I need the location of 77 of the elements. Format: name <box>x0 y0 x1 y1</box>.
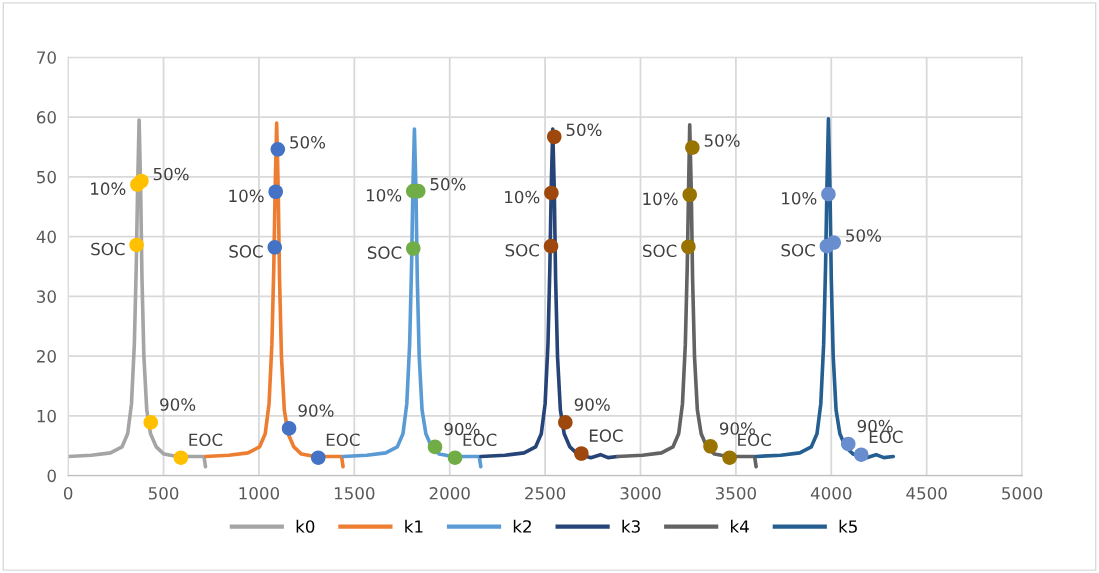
annotation: SOC <box>781 243 815 257</box>
point <box>558 415 573 430</box>
legend-label: k1 <box>405 519 423 533</box>
legend-label: k0 <box>296 519 315 533</box>
annotation: 10% <box>229 189 264 203</box>
point <box>574 446 589 461</box>
y-tick-label: 30 <box>37 290 56 303</box>
annotation: 10% <box>782 191 817 205</box>
annotation: 50% <box>846 229 881 242</box>
annotation: EOC <box>589 429 623 442</box>
y-tick-label: 0 <box>47 469 56 483</box>
point <box>134 173 149 189</box>
legend-label: k4 <box>731 519 749 533</box>
x-tick-label: 2500 <box>525 487 566 500</box>
y-tick-label: 40 <box>36 230 56 244</box>
x-tick-label: 1500 <box>334 487 375 500</box>
annotation: 10% <box>505 190 540 204</box>
annotation: 90% <box>574 398 610 411</box>
annotation: EOC <box>326 433 360 447</box>
x-tick-label: 3500 <box>715 487 756 500</box>
point <box>281 421 297 436</box>
point <box>826 235 842 250</box>
point <box>405 241 421 256</box>
point <box>427 439 443 455</box>
annotation: 50% <box>153 167 189 181</box>
annotation: SOC <box>367 246 402 259</box>
point <box>685 140 700 155</box>
x-tick-label: 4500 <box>906 487 947 500</box>
point <box>821 186 836 202</box>
point <box>129 237 144 253</box>
annotation: 10% <box>366 188 402 202</box>
point <box>173 450 189 465</box>
point <box>310 450 326 465</box>
point <box>543 238 559 254</box>
y-tick-label: 20 <box>37 350 56 363</box>
annotation: 50% <box>430 177 466 191</box>
x-tick-label: 0 <box>63 487 73 500</box>
x-tick-label: 2000 <box>429 487 470 500</box>
legend-label: k3 <box>622 519 640 533</box>
annotation: 10% <box>643 192 678 206</box>
x-tick-label: 4000 <box>810 487 852 500</box>
annotation: SOC <box>505 243 539 257</box>
annotation: 50% <box>704 134 740 147</box>
annotation: 50% <box>290 136 326 149</box>
point <box>681 239 696 255</box>
annotation: SOC <box>643 244 677 258</box>
annotation: 90% <box>719 422 755 435</box>
point <box>270 142 286 157</box>
point <box>840 436 856 452</box>
legend-label: k5 <box>839 519 857 533</box>
annotation: SOC <box>91 242 125 256</box>
annotation: EOC <box>738 433 771 447</box>
point <box>682 187 697 203</box>
point <box>267 240 283 255</box>
annotation: EOC <box>189 433 223 447</box>
y-tick-label: 10 <box>37 409 56 423</box>
annotation: 10% <box>91 182 126 195</box>
point <box>703 439 718 454</box>
point <box>853 447 869 462</box>
y-tick-label: 70 <box>37 51 56 64</box>
point <box>268 184 283 200</box>
point <box>546 129 562 145</box>
x-tick-label: 3000 <box>620 487 661 500</box>
point <box>544 185 559 201</box>
annotation: 90% <box>298 404 334 417</box>
x-tick-label: 1000 <box>239 487 280 500</box>
point <box>143 415 159 430</box>
annotation: 50% <box>566 123 602 137</box>
annotation: SOC <box>229 245 263 258</box>
point <box>722 450 737 465</box>
legend-label: k2 <box>513 519 531 533</box>
point <box>447 450 463 465</box>
x-tick-label: 5000 <box>1002 487 1043 500</box>
annotation: 90% <box>160 398 196 411</box>
y-tick-label: 50 <box>37 170 56 184</box>
y-tick-label: 60 <box>36 111 56 124</box>
x-tick-label: 500 <box>148 487 179 500</box>
